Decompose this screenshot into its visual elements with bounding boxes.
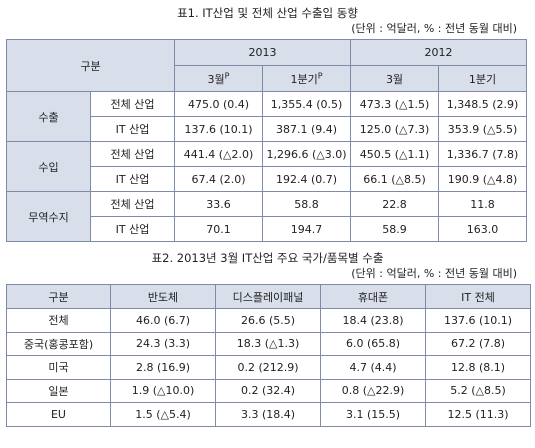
- header-it-total: IT 전체: [425, 284, 531, 309]
- table-cell: 387.1 (9.4): [262, 116, 351, 142]
- table-cell: 66.1 (△8.5): [350, 166, 439, 192]
- header-year-2013: 2013: [174, 39, 351, 66]
- table-cell: 12.8 (8.1): [425, 355, 531, 380]
- table-cell: 353.9 (△5.5): [438, 116, 527, 142]
- table-row: EU 1.5 (△5.4) 3.3 (18.4) 3.1 (15.5) 12.5…: [6, 402, 531, 427]
- table-cell: 1,296.6 (△3.0): [262, 141, 351, 167]
- subheader-2013-march: 3월P: [174, 65, 263, 92]
- table-cell: 450.5 (△1.1): [350, 141, 439, 167]
- row-label: 전체 산업: [90, 141, 175, 167]
- table-row: 무역수지 전체 산업 33.6 58.8 22.8 11.8: [6, 191, 527, 242]
- table-cell: 441.4 (△2.0): [174, 141, 263, 167]
- table-row: IT 산업 70.1 194.7 58.9 163.0: [7, 216, 527, 242]
- table-cell: 4.7 (4.4): [320, 355, 426, 380]
- table-cell: 1,355.4 (0.5): [262, 91, 351, 117]
- table-cell: 194.7: [262, 216, 351, 242]
- row-label: EU: [6, 402, 111, 427]
- table1-title: 표1. IT산업 및 전체 산업 수출입 동향: [177, 6, 358, 20]
- table-row: 수출 전체 산업 475.0 (0.4) 1,355.4 (0.5) 473.3…: [6, 91, 527, 142]
- table-cell: 2.8 (16.9): [110, 355, 216, 380]
- header-gubun: 구분: [6, 39, 175, 92]
- row-label: IT 산업: [90, 216, 175, 242]
- table-row: IT 산업 137.6 (10.1) 387.1 (9.4) 125.0 (△7…: [7, 116, 527, 142]
- table-cell: 473.3 (△1.5): [350, 91, 439, 117]
- table-cell: 6.0 (65.8): [320, 331, 426, 356]
- table-cell: 67.4 (2.0): [174, 166, 263, 192]
- subheader-2013-q1: 1분기P: [262, 65, 351, 92]
- table-cell: 1.5 (△5.4): [110, 402, 216, 427]
- row-label: 전체 산업: [90, 91, 175, 117]
- table-cell: 58.9: [350, 216, 439, 242]
- table-cell: 1,336.7 (7.8): [438, 141, 527, 167]
- table-cell: 24.3 (3.3): [110, 331, 216, 356]
- country-product-export-table: 구분 반도체 디스플레이패널 휴대폰 IT 전체 전체 46.0 (6.7) 2…: [6, 284, 531, 427]
- row-label: 미국: [6, 355, 111, 380]
- table-cell: 1,348.5 (2.9): [438, 91, 527, 117]
- table-cell: 0.8 (△22.9): [320, 378, 426, 403]
- table2-unit: (단위 : 억달러, % : 전년 동월 대비): [351, 267, 517, 280]
- header-semiconductor: 반도체: [110, 284, 216, 309]
- group-label-trade-balance: 무역수지: [6, 191, 91, 242]
- subheader-2012-q1: 1분기: [438, 65, 527, 92]
- table-cell: 18.4 (23.8): [320, 308, 426, 333]
- table1-unit: (단위 : 억달러, % : 전년 동월 대비): [351, 22, 517, 35]
- table-cell: 33.6: [174, 191, 263, 217]
- table-cell: 18.3 (△1.3): [215, 331, 321, 356]
- table-cell: 1.9 (△10.0): [110, 378, 216, 403]
- table-cell: 190.9 (△4.8): [438, 166, 527, 192]
- table-row: 미국 2.8 (16.9) 0.2 (212.9) 4.7 (4.4) 12.8…: [6, 355, 531, 380]
- table-cell: 125.0 (△7.3): [350, 116, 439, 142]
- table-cell: 12.5 (11.3): [425, 402, 531, 427]
- table-cell: 137.6 (10.1): [425, 308, 531, 333]
- table-cell: 58.8: [262, 191, 351, 217]
- trade-trend-table: 구분 2013 2012 3월P 1분기P 3월 1분기 수출 전체 산업 47…: [6, 39, 527, 242]
- table-cell: 22.8: [350, 191, 439, 217]
- row-label: IT 산업: [90, 116, 175, 142]
- group-label-import: 수입: [6, 141, 91, 192]
- group-label-export: 수출: [6, 91, 91, 142]
- table-cell: 5.2 (△8.5): [425, 378, 531, 403]
- table-cell: 475.0 (0.4): [174, 91, 263, 117]
- header-display-panel: 디스플레이패널: [215, 284, 321, 309]
- table-row: IT 산업 67.4 (2.0) 192.4 (0.7) 66.1 (△8.5)…: [7, 166, 527, 192]
- table-cell: 3.1 (15.5): [320, 402, 426, 427]
- table-cell: 137.6 (10.1): [174, 116, 263, 142]
- table-cell: 26.6 (5.5): [215, 308, 321, 333]
- table-cell: 163.0: [438, 216, 527, 242]
- table-cell: 192.4 (0.7): [262, 166, 351, 192]
- table-cell: 46.0 (6.7): [110, 308, 216, 333]
- header-gubun: 구분: [6, 284, 111, 309]
- table-row: 일본 1.9 (△10.0) 0.2 (32.4) 0.8 (△22.9) 5.…: [6, 378, 531, 403]
- header-mobile-phone: 휴대폰: [320, 284, 426, 309]
- table-row: 수입 전체 산업 441.4 (△2.0) 1,296.6 (△3.0) 450…: [6, 141, 527, 192]
- table2-title: 표2. 2013년 3월 IT산업 주요 국가/품목별 수출: [151, 251, 384, 265]
- row-label: IT 산업: [90, 166, 175, 192]
- table-row: 중국(홍콩포함) 24.3 (3.3) 18.3 (△1.3) 6.0 (65.…: [6, 331, 531, 356]
- table-cell: 3.3 (18.4): [215, 402, 321, 427]
- table-cell: 70.1: [174, 216, 263, 242]
- table-cell: 0.2 (212.9): [215, 355, 321, 380]
- header-year-2012: 2012: [350, 39, 527, 66]
- table-cell: 0.2 (32.4): [215, 378, 321, 403]
- row-label: 전체: [6, 308, 111, 333]
- table-row: 전체 46.0 (6.7) 26.6 (5.5) 18.4 (23.8) 137…: [6, 308, 531, 333]
- row-label: 전체 산업: [90, 191, 175, 217]
- row-label: 중국(홍콩포함): [6, 331, 111, 356]
- table-cell: 11.8: [438, 191, 527, 217]
- row-label: 일본: [6, 378, 111, 403]
- table-cell: 67.2 (7.8): [425, 331, 531, 356]
- subheader-2012-march: 3월: [350, 65, 439, 92]
